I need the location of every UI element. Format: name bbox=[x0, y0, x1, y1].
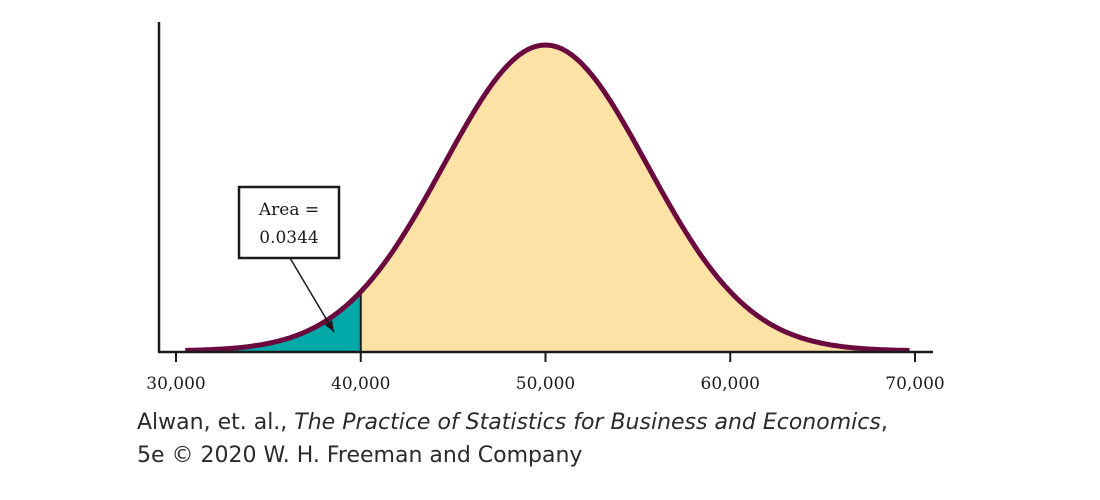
credit-line-2: 5e © 2020 W. H. Freeman and Company bbox=[137, 443, 583, 468]
annotation-arrow-head bbox=[324, 320, 334, 332]
x-tick-label: 60,000 bbox=[701, 374, 760, 394]
annotation-arrow-line bbox=[289, 257, 335, 333]
curve-fill-area bbox=[185, 45, 910, 351]
x-tick-label: 30,000 bbox=[146, 374, 205, 394]
figure-credit: Alwan, et. al., The Practice of Statisti… bbox=[137, 406, 888, 472]
credit-line-1: Alwan, et. al., The Practice of Statisti… bbox=[137, 406, 888, 439]
area-annotation: Area = 0.0344 bbox=[237, 185, 341, 333]
credit-punctuation: , bbox=[880, 410, 888, 435]
annotation-line-1: Area = bbox=[258, 200, 319, 220]
normal-curve bbox=[184, 42, 911, 353]
annotation-line-2: 0.0344 bbox=[259, 228, 318, 248]
x-tick-label: 50,000 bbox=[516, 374, 575, 394]
annotation-box bbox=[237, 185, 341, 260]
shaded-tail-area bbox=[185, 291, 361, 351]
x-tick-label: 70,000 bbox=[885, 374, 944, 394]
credit-book-title: The Practice of Statistics for Business … bbox=[294, 410, 881, 435]
normal-distribution-chart: 30,000 40,000 50,000 60,000 70,000 Area = 0.… bbox=[146, 22, 945, 394]
x-ticks: 30,000 40,000 50,000 60,000 70,000 bbox=[146, 352, 945, 394]
x-tick-label: 40,000 bbox=[331, 374, 390, 394]
credit-authors: Alwan, et. al., bbox=[137, 410, 295, 435]
